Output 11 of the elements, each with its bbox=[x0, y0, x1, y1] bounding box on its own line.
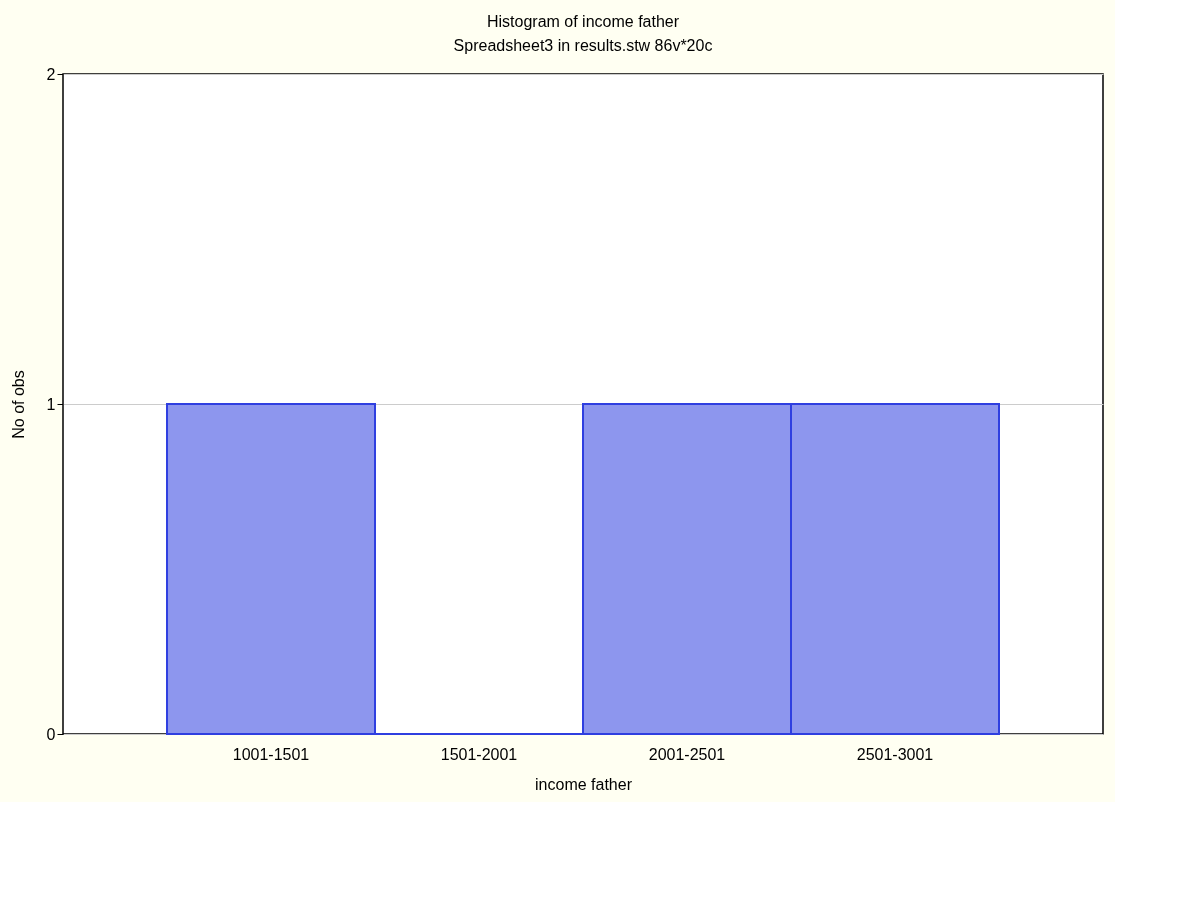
y-tick-label: 2 bbox=[46, 65, 56, 83]
x-tick-label: 2501-3001 bbox=[856, 745, 934, 763]
chart-title: Histogram of income father bbox=[486, 13, 680, 30]
x-tick-label: 1501-2001 bbox=[440, 745, 518, 763]
y-axis-title: No of obs bbox=[9, 370, 27, 439]
chart-subtitle: Spreadsheet3 in results.stw 86v*20c bbox=[453, 37, 713, 54]
x-tick-label: 1001-1501 bbox=[232, 745, 310, 763]
y-tick-label: 0 bbox=[46, 725, 56, 743]
x-tick-label: 2001-2501 bbox=[648, 745, 726, 763]
x-axis-title: income father bbox=[535, 775, 633, 793]
y-tick-label: 1 bbox=[46, 395, 56, 413]
